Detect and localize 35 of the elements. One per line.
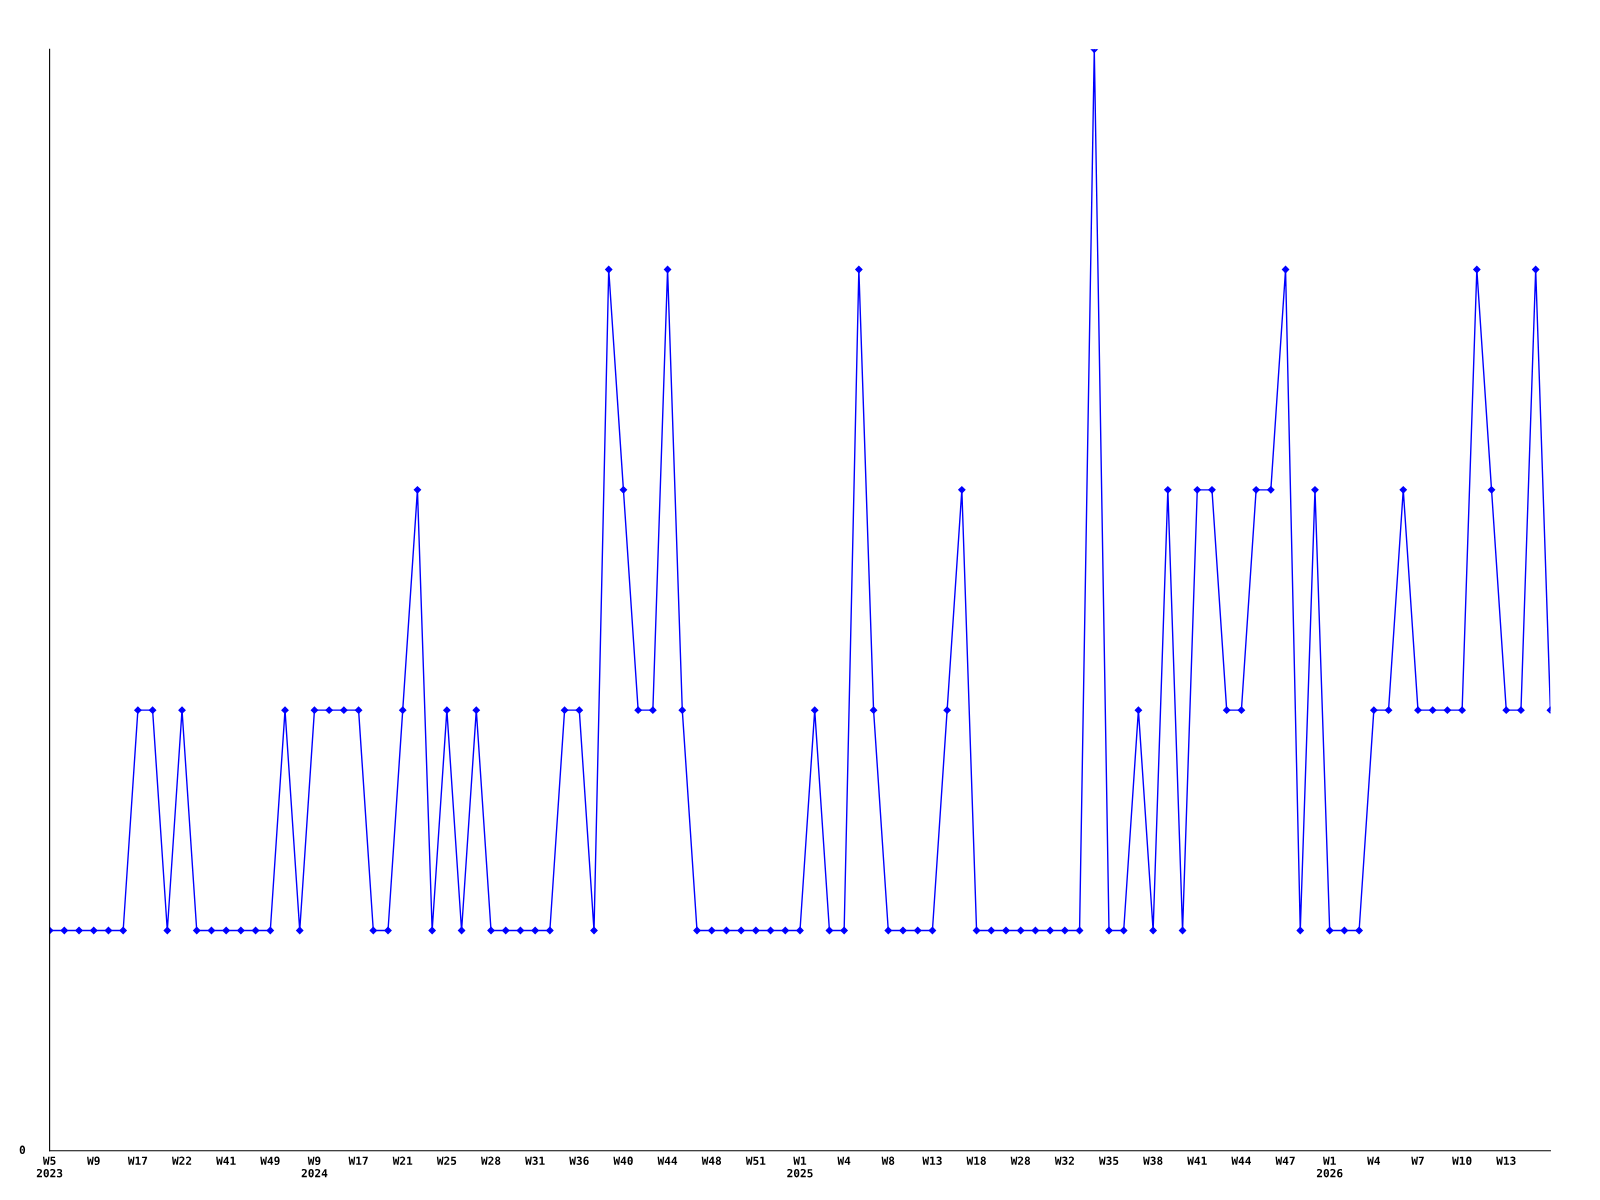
x-tick-label: W40	[613, 1156, 633, 1165]
x-tick-label: W7	[1411, 1156, 1424, 1165]
x-tick-label: W8	[881, 1156, 895, 1165]
x-tick-label: W9	[87, 1156, 100, 1166]
x-tick-label: W31	[525, 1156, 545, 1165]
x-tick-label: W32	[1054, 1156, 1074, 1165]
x-tick-label: W13	[1496, 1156, 1516, 1165]
x-tick-label: W5 2023	[36, 1156, 63, 1178]
x-tick-label: W44	[657, 1156, 678, 1165]
x-tick-label: W44	[1231, 1156, 1251, 1165]
x-tick-label: W47	[1275, 1156, 1295, 1165]
x-tick-label: W17	[348, 1156, 368, 1165]
x-tick-label: W4	[837, 1156, 851, 1165]
x-tick-label: W10	[1452, 1156, 1472, 1165]
x-tick-label: W22	[171, 1156, 192, 1165]
x-tick-label: W35	[1098, 1156, 1119, 1165]
x-tick-label: W41	[1187, 1156, 1207, 1165]
x-tick-label: W25	[436, 1156, 457, 1165]
x-tick-label: W17	[127, 1156, 148, 1165]
x-tick-label: W28	[480, 1156, 501, 1165]
x-tick-label: W18	[966, 1156, 986, 1165]
x-tick-label: W1 2025	[787, 1156, 813, 1178]
x-tick-label: W21	[392, 1156, 413, 1165]
x-tick-label: W41	[216, 1156, 236, 1165]
x-tick-label: W28	[1010, 1156, 1031, 1165]
x-tick-label: W51	[745, 1156, 766, 1165]
x-tick-label: W49	[260, 1156, 280, 1166]
x-tick-label: W1 2026	[1316, 1156, 1343, 1178]
x-tick-label: W4	[1367, 1156, 1381, 1165]
x-tick-label: W13	[922, 1156, 942, 1165]
x-tick-label: W9 2024	[301, 1156, 328, 1178]
x-tick-label: W36	[569, 1156, 589, 1165]
x-tick-label: W48	[701, 1156, 722, 1165]
x-tick-label: W38	[1143, 1156, 1163, 1165]
text: 0	[19, 1145, 26, 1155]
